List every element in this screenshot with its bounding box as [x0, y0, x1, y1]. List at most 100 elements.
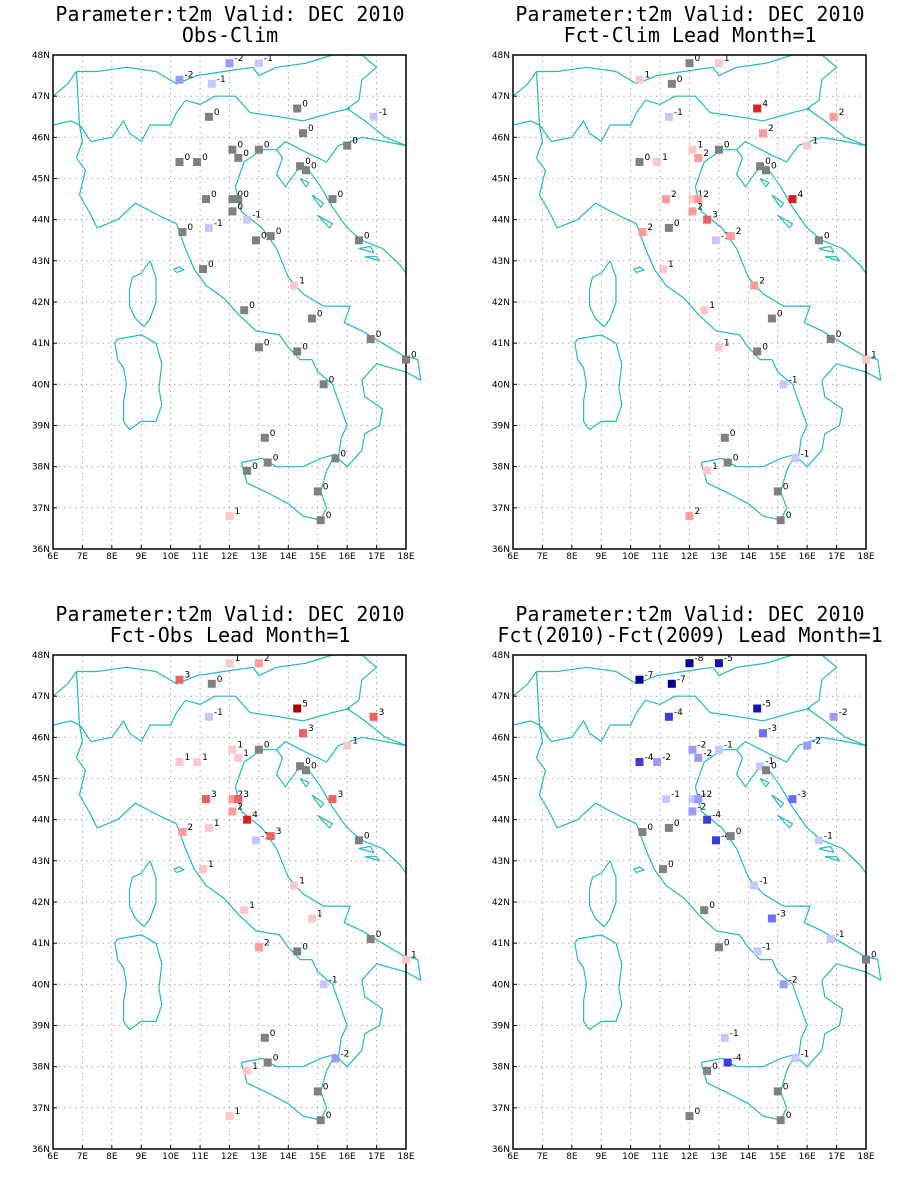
station-marker	[328, 795, 337, 804]
station-marker	[773, 1087, 782, 1096]
station-value-label: 0	[871, 951, 877, 961]
station-marker	[225, 512, 234, 521]
coastline	[317, 814, 334, 829]
station-marker	[207, 679, 216, 688]
station-marker	[204, 823, 213, 832]
station-marker	[685, 512, 694, 521]
lat-tick-label: 36N	[32, 1145, 50, 1155]
lon-tick-label: 10E	[162, 1152, 179, 1162]
station-value-label: 0	[237, 202, 243, 212]
lat-tick-label: 43N	[32, 857, 50, 867]
lon-tick-label: 15E	[769, 1152, 786, 1162]
station-value-label: 0	[311, 161, 317, 171]
station-marker	[299, 729, 307, 738]
coastline	[114, 334, 163, 431]
station-marker	[759, 129, 767, 138]
lat-tick-label: 43N	[492, 857, 510, 867]
station-marker	[299, 129, 307, 138]
station-marker	[803, 141, 812, 150]
panel-title: Parameter:t2m Valid: DEC 2010	[55, 2, 405, 26]
station-value-label: 0	[270, 429, 276, 439]
lat-tick-label: 40N	[32, 980, 50, 990]
station-value-label: -1	[214, 219, 223, 229]
station-value-label: 0	[302, 342, 308, 352]
station-marker	[302, 766, 310, 775]
station-marker	[228, 807, 237, 816]
panel-subtitle: Fct(2010)-Fct(2009) Lead Month=1	[497, 623, 883, 647]
station-marker	[296, 162, 305, 171]
station-value-label: -1	[762, 942, 771, 952]
station-marker	[688, 795, 697, 804]
lat-tick-label: 45N	[492, 775, 510, 785]
coastline	[311, 194, 325, 208]
station-marker	[700, 906, 709, 915]
station-marker	[240, 906, 249, 915]
station-value-label: -1	[264, 54, 273, 64]
station-value-label: 0	[214, 108, 220, 118]
coastline	[771, 194, 785, 208]
coastline	[276, 136, 407, 163]
lon-tick-label: 17E	[828, 1152, 845, 1162]
station-value-label: 2	[703, 149, 709, 159]
lon-tick-label: 9E	[136, 552, 148, 562]
station-value-label: 0	[724, 141, 730, 151]
station-marker	[635, 758, 644, 766]
station-value-label: 3	[243, 790, 249, 800]
station-marker	[266, 232, 275, 241]
station-value-label: 0	[338, 190, 344, 200]
station-value-label: 1	[724, 54, 730, 64]
station-marker	[664, 112, 673, 121]
lon-tick-label: 17E	[368, 1152, 385, 1162]
station-marker	[290, 281, 299, 290]
station-value-label: 2	[703, 190, 709, 200]
station-marker	[767, 914, 776, 923]
station-marker	[667, 679, 676, 688]
coastline	[52, 71, 77, 97]
station-marker	[290, 881, 299, 890]
station-marker	[225, 659, 234, 668]
station-marker	[703, 1066, 712, 1075]
lat-tick-label: 42N	[492, 298, 510, 308]
coastline	[759, 177, 770, 188]
station-marker	[862, 955, 870, 964]
station-value-label: 0	[771, 161, 777, 171]
coastline	[276, 736, 407, 763]
station-marker	[319, 380, 328, 389]
station-value-label: 1	[812, 137, 818, 147]
station-value-label: -1	[329, 975, 338, 985]
coastline	[173, 266, 185, 273]
map-frame: 6E 7E 8E 9E 10E 11E 12E 13E 14E 15E 16E 17E 18E 48N 47…	[32, 651, 422, 1162]
station-marker	[700, 306, 709, 315]
station-marker	[316, 1116, 325, 1125]
lon-tick-label: 7E	[77, 552, 89, 562]
station-value-label: 0	[302, 100, 308, 110]
station-marker	[667, 79, 676, 88]
coastline	[588, 860, 617, 928]
station-marker	[791, 454, 800, 463]
station-value-label: 2	[839, 108, 845, 118]
station-value-label: 0	[252, 462, 258, 472]
station-value-label: 3	[308, 724, 314, 734]
lat-tick-label: 38N	[32, 463, 50, 473]
station-marker	[240, 306, 249, 315]
station-value-label: 0	[712, 1062, 718, 1072]
station-marker	[228, 207, 237, 216]
station-marker	[228, 745, 237, 754]
station-value-label: -1	[759, 877, 768, 887]
lat-tick-label: 41N	[492, 339, 510, 349]
station-value-label: 1	[645, 71, 651, 81]
station-marker	[175, 758, 184, 766]
station-value-label: -2	[662, 753, 671, 763]
station-value-label: 0	[340, 449, 346, 459]
lat-tick-label: 41N	[32, 939, 50, 949]
station-value-label: 0	[724, 938, 730, 948]
lon-tick-label: 11E	[652, 1152, 669, 1162]
lon-tick-label: 18E	[397, 1152, 414, 1162]
station-value-label: 0	[217, 675, 223, 685]
coastline	[633, 866, 645, 873]
station-value-label: 0	[305, 757, 311, 767]
station-value-label: 0	[677, 75, 683, 85]
coastline	[358, 245, 375, 254]
station-marker	[254, 145, 263, 154]
station-marker	[779, 380, 788, 389]
